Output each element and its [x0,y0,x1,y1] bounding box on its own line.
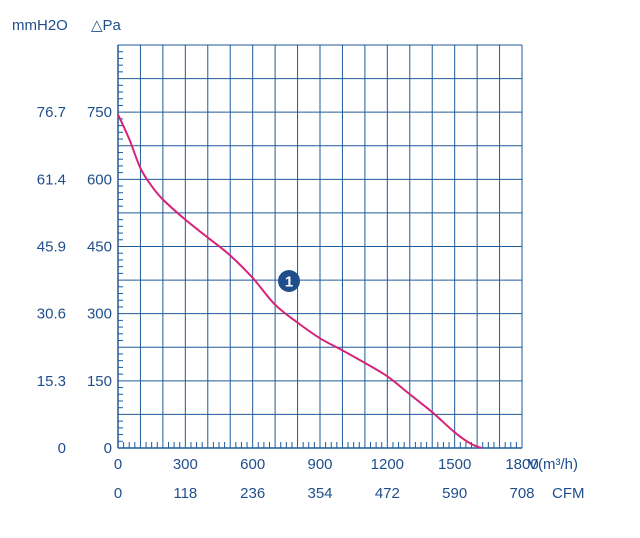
x-tick-label-cfm: 472 [375,485,400,502]
unit-label-mmh2o: mmH2O [12,17,68,34]
y-tick-label-mmh2o: 45.9 [37,239,66,256]
y-tick-label-pa: 600 [87,171,112,188]
x-tick-labels-cfm: 0 118 236 354 472 590 708 [114,485,535,502]
x-tick-label-cfm: 236 [240,485,265,502]
x-tick-label-cfm: 0 [114,485,122,502]
y-tick-label-mmh2o: 0 [58,440,66,457]
x-tick-labels-m3h: 0 300 600 900 1200 1500 1800 [114,456,539,473]
x-tick-label-cfm: 118 [173,485,197,502]
x-tick-label-m3h: 1800 [505,456,538,473]
x-tick-label-m3h: 300 [173,456,198,473]
y-tick-label-mmh2o: 76.7 [37,104,66,121]
y-tick-labels-mmh2o: 76.7 61.4 45.9 30.6 15.3 0 [37,104,66,457]
x-tick-label-m3h: 600 [240,456,265,473]
x-tick-label-cfm: 354 [307,485,332,502]
y-tick-label-pa: 150 [87,373,112,390]
y-tick-label-pa: 0 [104,440,112,457]
y-tick-label-mmh2o: 30.6 [37,306,66,323]
x-tick-label-m3h: 0 [114,456,122,473]
grid [117,44,523,449]
series-badge: 1 [278,270,300,292]
x-tick-label-m3h: 1200 [371,456,404,473]
x-tick-label-m3h: 1500 [438,456,471,473]
x-tick-label-cfm: 708 [509,485,534,502]
y-tick-label-pa: 750 [87,104,112,121]
x-tick-label-m3h: 900 [307,456,332,473]
unit-label-pa: △Pa [91,17,122,34]
series-badge-label: 1 [285,274,293,291]
y-tick-labels-pa: 750 600 450 300 150 0 [87,104,112,457]
series-curve [117,113,482,449]
x-tick-label-cfm: 590 [442,485,467,502]
unit-label-cfm: CFM [552,485,585,502]
y-tick-label-mmh2o: 61.4 [37,171,66,188]
y-tick-label-pa: 450 [87,239,112,256]
series-badge-circle [278,270,300,292]
unit-label-flow: V(m³/h) [528,456,578,473]
y-tick-label-mmh2o: 15.3 [37,373,66,390]
y-tick-label-pa: 300 [87,306,112,323]
axes [117,45,522,449]
minor-ticks [118,51,517,448]
